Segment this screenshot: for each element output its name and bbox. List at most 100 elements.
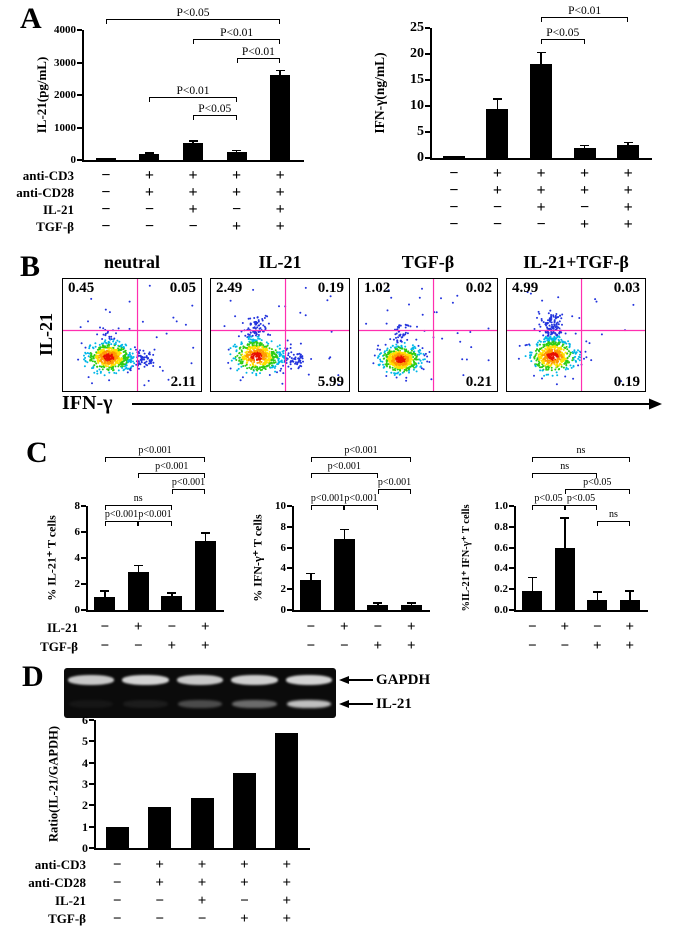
y-tick-mark [89,740,94,743]
gel-band-il21 [123,700,168,708]
condition-mark: − [112,875,122,891]
flow-plot-title: TGF-β [401,252,455,272]
condition-row-label: anti-CD3 [34,857,86,872]
gel-band-il21 [232,700,277,708]
significance-label: p<0.05 [566,493,596,504]
significance-label: p<0.05 [534,493,563,504]
y-tick-mark [89,804,94,807]
significance-bracket [597,521,630,526]
barchart-a-il21: IL-21(pg/mL) 0 1000 2000 3000 4000 P<0.05 P<0.0… [0,6,350,238]
y-axis-line [514,506,516,612]
condition-mark: + [580,182,590,199]
panel-label-a: A [20,2,42,35]
error-bar-cap [406,602,416,604]
significance-bracket [104,457,206,462]
bar [105,826,129,848]
condition-mark: + [536,182,546,199]
condition-mark: + [155,857,164,873]
flow-plot-il21: IL-21 2.49 0.19 5.99 [210,252,350,392]
error-bar-stem [279,70,281,75]
significance-bracket [310,473,378,478]
y-tick-mark [425,105,430,107]
error-bar-stem [137,565,139,573]
barchart-d-ratio: Ratio(IL-21/GAPDH) 0 1 2 3 4 5 6 anti-CD3− + + + + an… [0,710,350,929]
y-tick-mark [77,94,82,96]
il21-band-pointer: IL-21 [339,696,412,712]
bar [270,74,291,160]
significance-bracket [310,505,345,510]
significance-bracket [541,17,629,22]
condition-mark: + [188,184,198,201]
condition-mark: + [560,619,570,635]
y-tick-label: 20 [410,46,424,61]
error-bar-cap [527,576,537,579]
significance-bracket [193,39,281,44]
y-axis-line [82,30,84,162]
condition-mark: − [133,638,143,654]
y-tick-label: 6 [280,541,287,554]
error-bar-cap [188,140,198,142]
quadrant-upper-right-value: 0.03 [613,280,640,296]
y-tick-mark [89,847,94,849]
flow-dot-plot [507,279,645,391]
y-tick-label: 0.8 [494,520,508,533]
error-bar-stem [583,145,586,148]
condition-mark: + [623,199,633,216]
significance-bracket [564,505,598,510]
condition-mark: + [133,619,143,635]
significance-bracket [138,521,172,526]
y-tick-label: 4 [280,562,287,575]
y-tick-mark [77,61,82,64]
significance-bracket [541,39,585,44]
y-tick-label: 3000 [54,56,76,69]
significance-bracket [564,489,630,494]
condition-mark: + [232,184,242,201]
significance-label: ns [560,461,570,472]
y-tick-label: 6 [74,526,81,538]
barchart-c-ifngpos: % IFN-γ⁺ T cells 0 2 4 6 8 10 p<0.001 p<0.001 p<0… [240,444,446,660]
condition-mark: + [282,875,292,891]
condition-mark: + [232,167,242,184]
significance-label: P<0.01 [220,27,254,39]
flow-x-axis-label: IFN-γ [62,392,113,414]
flow-plot-title: IL-21+TGF-β [523,252,629,272]
significance-label: p<0.05 [583,477,612,488]
y-tick-label: 2 [280,583,287,596]
error-bar-stem [310,573,312,580]
significance-label: ns [576,445,586,456]
bar [333,539,355,610]
condition-mark: − [449,216,459,233]
significance-label: P<0.05 [198,103,232,115]
y-tick-label: 5 [417,124,424,139]
condition-mark: − [492,216,502,233]
y-axis-label: IFN-γ(ng/mL) [372,52,387,134]
error-bar-stem [564,518,566,548]
gel-band-gapdh [231,675,278,685]
condition-mark: − [112,857,122,873]
barchart-c-il21pos: % IL-21⁺ T cells 0 2 4 6 8 p<0.001 p<0.001 p<0.0… [30,444,236,660]
error-bar-cap [167,592,177,594]
y-tick-label: 0 [82,841,88,855]
error-bar-stem [540,52,542,65]
bar [442,155,465,158]
y-tick-label: 0.4 [494,562,508,575]
y-tick-mark [509,609,514,611]
flow-plot-title: IL-21 [258,252,302,272]
significance-label: p<0.001 [104,509,139,520]
condition-mark: − [167,619,177,635]
error-bar-stem [496,99,499,109]
y-tick-mark [509,588,514,591]
significance-label: p<0.001 [171,477,206,488]
arrow-shaft [349,679,373,681]
condition-mark: − [560,638,570,654]
significance-label: p<0.001 [344,493,378,504]
condition-mark: − [449,199,459,216]
error-bar-stem [171,593,173,596]
significance-label: P<0.01 [568,5,602,17]
condition-mark: − [492,199,502,216]
gel-band-gapdh [176,675,224,685]
significance-bracket [532,473,598,478]
bar [161,595,183,610]
y-tick-mark [509,567,514,570]
significance-label: ns [609,509,618,520]
